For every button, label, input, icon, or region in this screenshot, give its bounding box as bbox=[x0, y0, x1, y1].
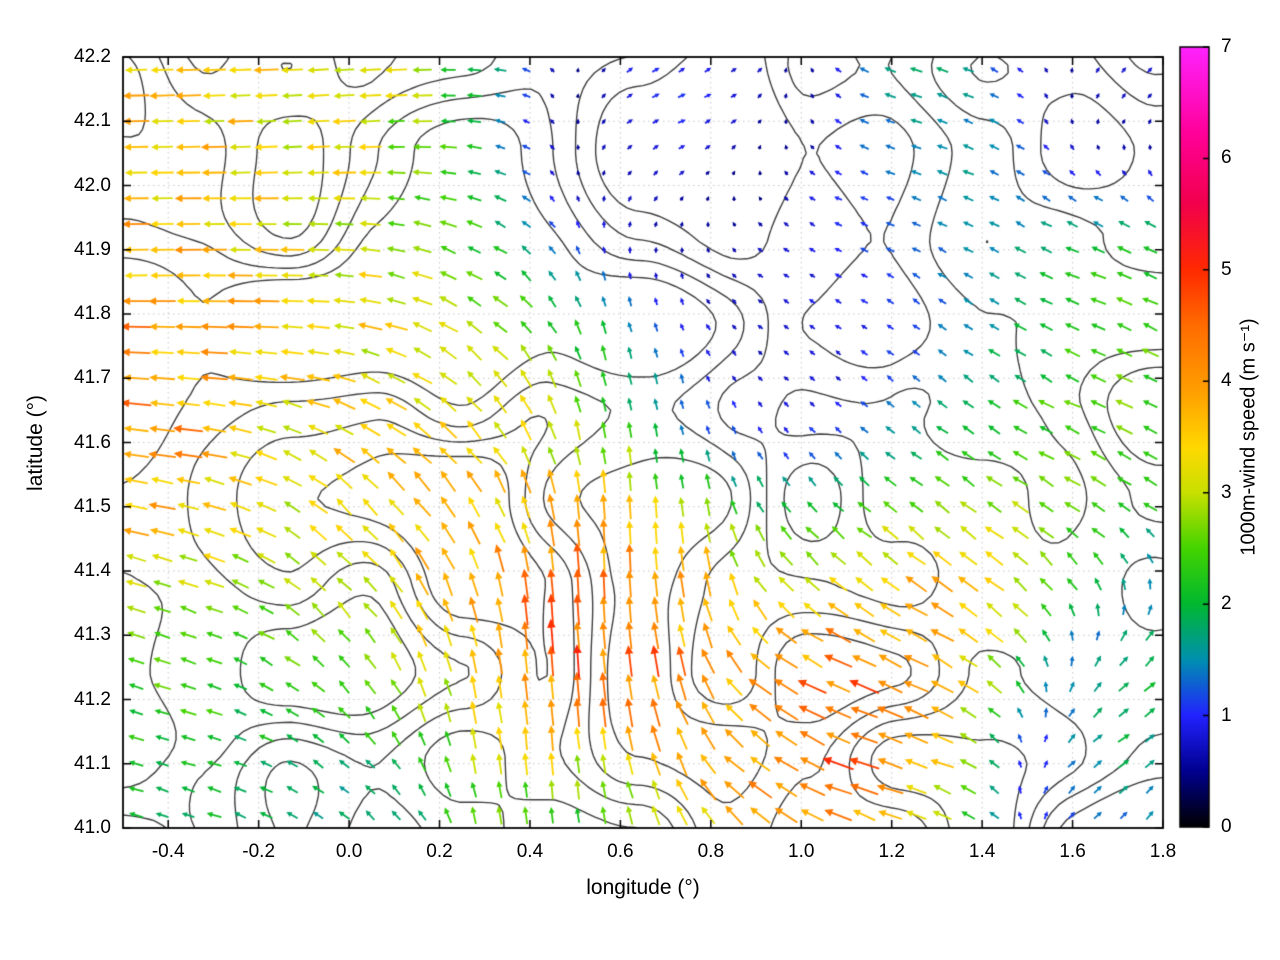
x-tick-label: 1.6 bbox=[1059, 841, 1086, 862]
y-tick-label: 42.0 bbox=[74, 174, 111, 196]
colorbar-label: 1000m-wind speed (m s⁻¹) bbox=[1237, 318, 1260, 556]
colorbar-tick-label: 3 bbox=[1221, 481, 1232, 503]
colorbar-tick-label: 6 bbox=[1221, 147, 1232, 169]
x-axis-label: longitude (°) bbox=[586, 876, 700, 899]
x-tick-label: 0.4 bbox=[516, 841, 544, 862]
y-tick-label: 41.3 bbox=[74, 624, 111, 646]
y-tick-label: 42.1 bbox=[74, 110, 111, 132]
y-tick-label: 41.9 bbox=[74, 238, 111, 260]
y-tick-label: 41.0 bbox=[74, 817, 111, 838]
x-tick-label: 1.0 bbox=[788, 841, 815, 862]
x-tick-label: 1.4 bbox=[968, 841, 996, 862]
x-tick-label: -0.2 bbox=[242, 841, 276, 862]
x-tick-label: 1.8 bbox=[1149, 841, 1177, 862]
x-tick-label: 0.2 bbox=[426, 841, 453, 862]
colorbar-tick-label: 5 bbox=[1221, 258, 1232, 280]
y-tick-label: 42.2 bbox=[74, 46, 111, 67]
colorbar-tick-label: 4 bbox=[1221, 370, 1232, 392]
x-tick-label: -0.4 bbox=[151, 841, 185, 862]
y-tick-label: 41.4 bbox=[74, 560, 111, 581]
y-tick-label: 41.8 bbox=[74, 303, 111, 324]
colorbar-tick-label: 2 bbox=[1221, 593, 1232, 615]
x-tick-label: 0.0 bbox=[335, 841, 363, 862]
x-tick-label: 0.8 bbox=[697, 841, 725, 862]
colorbar-tick-label: 1 bbox=[1221, 704, 1232, 726]
y-tick-label: 41.6 bbox=[74, 431, 111, 453]
colorbar-tick-label: 7 bbox=[1221, 36, 1232, 57]
x-tick-label: 1.2 bbox=[878, 841, 905, 862]
y-tick-label: 41.1 bbox=[74, 752, 111, 774]
y-axis-label: latitude (°) bbox=[24, 395, 47, 491]
y-tick-label: 41.7 bbox=[74, 367, 111, 389]
y-tick-label: 41.5 bbox=[74, 495, 111, 517]
colorbar-tick-label: 0 bbox=[1221, 816, 1232, 837]
x-tick-label: 0.6 bbox=[607, 841, 634, 862]
y-tick-label: 41.2 bbox=[74, 688, 111, 710]
